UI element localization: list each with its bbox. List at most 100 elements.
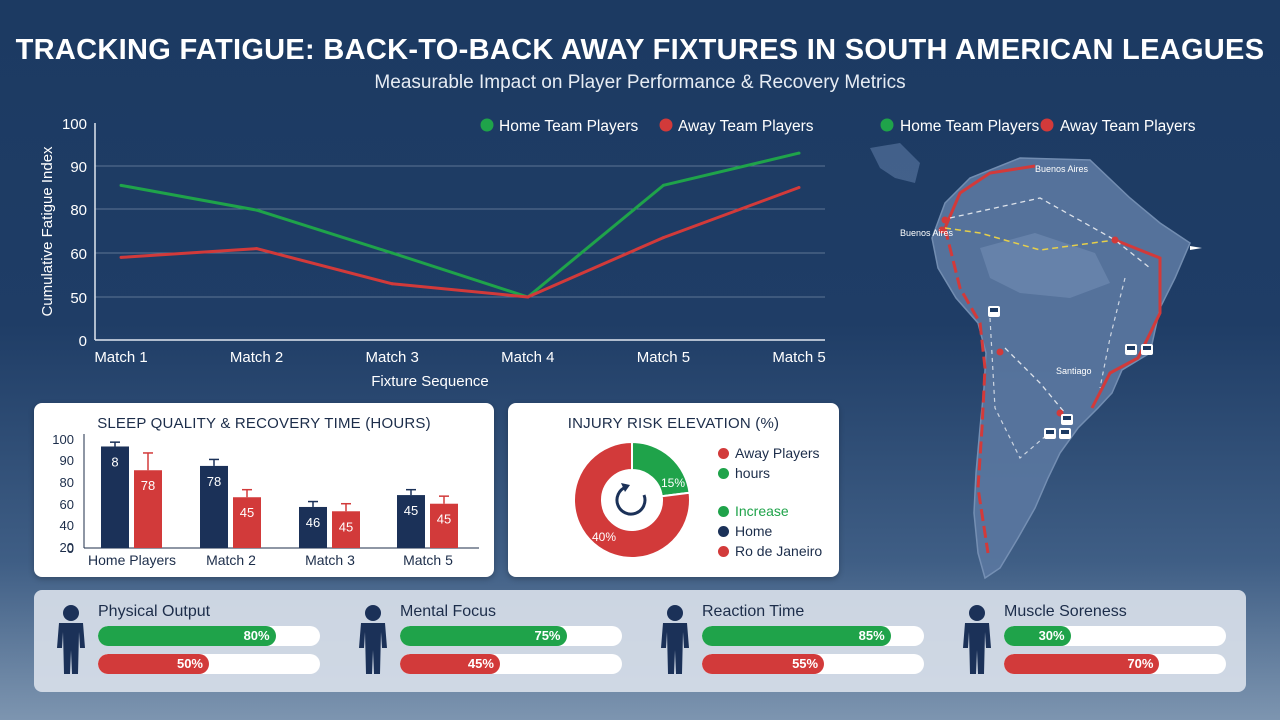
bar-value-label: 45 bbox=[404, 503, 418, 518]
x-tick-label: Match 2 bbox=[230, 349, 283, 366]
y-tick-label: 90 bbox=[70, 159, 87, 176]
injury-legend-item: Away Players bbox=[718, 445, 820, 461]
y-tick-label: 80 bbox=[60, 475, 74, 490]
away-progress-bar: 55% bbox=[702, 654, 924, 674]
legend-label: Away Players bbox=[735, 445, 820, 461]
map-legend-marker bbox=[1040, 118, 1054, 132]
away-progress-bar: 50% bbox=[98, 654, 320, 674]
x-tick-label: Match 3 bbox=[305, 552, 355, 568]
legend-label: Away Team Players bbox=[678, 118, 814, 135]
donut-slice bbox=[573, 440, 691, 559]
city-marker bbox=[941, 216, 949, 224]
data-point bbox=[526, 295, 530, 299]
bus-icon bbox=[1059, 428, 1071, 439]
away-progress-fill: 70% bbox=[1004, 654, 1160, 674]
bus-icon bbox=[1061, 414, 1073, 425]
land-central-america bbox=[870, 143, 920, 183]
bar-value-label: 45 bbox=[339, 519, 353, 534]
bus-window bbox=[1046, 430, 1054, 434]
y-tick-label: 0 bbox=[79, 333, 87, 350]
metric-muscle-soreness: Muscle Soreness 30% 70% bbox=[940, 590, 1240, 692]
route-dashed bbox=[989, 317, 1056, 459]
sleep-bar-chart: 100 90 80 60 40 200 8 78 46 45 78 45 45 45 Home Player… bbox=[52, 432, 479, 568]
y-tick-label: 80 bbox=[70, 202, 87, 219]
route-dashed bbox=[1004, 347, 1066, 414]
bar-value-label: 46 bbox=[306, 515, 320, 530]
bar-value-label: 45 bbox=[240, 505, 254, 520]
injury-legend-item: hours bbox=[718, 465, 770, 481]
x-tick-label: Match 5 bbox=[772, 349, 825, 366]
data-point bbox=[797, 186, 801, 189]
route-away bbox=[943, 227, 990, 554]
home-progress-fill: 85% bbox=[702, 626, 891, 646]
x-tick-label: Match 4 bbox=[501, 349, 554, 366]
legend-label: Increase bbox=[735, 503, 789, 519]
map-legend-label: Home Team Players bbox=[900, 118, 1040, 135]
city-label: Buenos Aires bbox=[1035, 164, 1089, 174]
away-series-line bbox=[120, 186, 800, 299]
y-tick-label: 60 bbox=[70, 246, 87, 263]
y-tick-label: 100 bbox=[62, 116, 87, 133]
metric-mental-focus: Mental Focus 75% 45% bbox=[336, 590, 636, 692]
home-bar bbox=[299, 506, 327, 548]
x-tick-label: Match 5 bbox=[403, 552, 453, 568]
home-progress-bar: 80% bbox=[98, 626, 320, 646]
metric-label: Muscle Soreness bbox=[1004, 603, 1127, 620]
away-progress-bar: 70% bbox=[1004, 654, 1226, 674]
home-progress-fill: 80% bbox=[98, 626, 276, 646]
home-bar bbox=[101, 446, 129, 548]
person-icon bbox=[359, 605, 387, 674]
away-bar bbox=[430, 503, 458, 548]
away-progress-fill: 45% bbox=[400, 654, 500, 674]
away-progress-value: 55% bbox=[792, 656, 819, 671]
injury-donut-chart: 15% 40% bbox=[573, 440, 691, 559]
away-bar bbox=[134, 470, 162, 548]
route-dashed bbox=[944, 227, 1116, 251]
home-progress-fill: 75% bbox=[400, 626, 567, 646]
slice-label: 15% bbox=[661, 476, 685, 490]
bus-window bbox=[1061, 430, 1069, 434]
metric-label: Physical Output bbox=[98, 603, 211, 620]
data-point bbox=[390, 282, 394, 286]
page-title: TRACKING FATIGUE: BACK-TO-BACK AWAY FIXT… bbox=[15, 34, 1265, 66]
injury-chart-title: INJURY RISK ELEVATION (%) bbox=[567, 415, 780, 432]
y-tick-label: 60 bbox=[60, 497, 74, 512]
injury-risk-card: INJURY RISK ELEVATION (%) 15% 40% Away Pl… bbox=[508, 403, 839, 577]
legend-label: Home bbox=[735, 523, 773, 539]
home-progress-bar: 85% bbox=[702, 626, 924, 646]
x-axis-title: Fixture Sequence bbox=[371, 373, 489, 390]
person-icon bbox=[57, 605, 85, 674]
bar-value-label: 78 bbox=[141, 478, 155, 493]
bar-value-label: 78 bbox=[207, 474, 221, 489]
south-america-travel-map: Home Team Players Away Team Players Buenos… bbox=[870, 118, 1202, 580]
y-tick-label: 90 bbox=[60, 453, 74, 468]
metric-label: Mental Focus bbox=[400, 603, 497, 620]
slice-label: 40% bbox=[592, 530, 616, 544]
data-point bbox=[119, 255, 123, 259]
map-legend-label: Away Team Players bbox=[1060, 118, 1196, 135]
home-progress-bar: 75% bbox=[400, 626, 622, 646]
bus-icon bbox=[1125, 344, 1137, 355]
away-progress-fill: 50% bbox=[98, 654, 209, 674]
city-marker bbox=[938, 226, 946, 234]
legend-label: Home Team Players bbox=[499, 118, 639, 135]
map-legend-marker bbox=[880, 118, 894, 132]
legend-label: Ro de Janeiro bbox=[735, 543, 823, 559]
legend-dot bbox=[718, 545, 729, 557]
land-region-highlight bbox=[980, 233, 1110, 298]
bus-window bbox=[990, 308, 998, 312]
away-progress-value: 50% bbox=[176, 656, 203, 671]
home-progress-fill: 30% bbox=[1004, 626, 1071, 646]
injury-legend-item: Ro de Janeiro bbox=[718, 543, 822, 559]
sleep-chart-title: SLEEP QUALITY & RECOVERY TIME (HOURS) bbox=[97, 415, 431, 432]
y-tick-label: 50 bbox=[70, 290, 87, 307]
x-tick-label: Match 1 bbox=[94, 349, 147, 366]
home-progress-bar: 30% bbox=[1004, 626, 1226, 646]
data-point bbox=[255, 247, 259, 251]
route-dashed bbox=[949, 197, 1151, 269]
away-bar bbox=[332, 511, 360, 548]
refresh-arrow bbox=[621, 483, 630, 492]
legend-marker bbox=[659, 118, 673, 132]
y-tick-label: 100 bbox=[52, 432, 74, 447]
plane-icon bbox=[1190, 246, 1202, 250]
